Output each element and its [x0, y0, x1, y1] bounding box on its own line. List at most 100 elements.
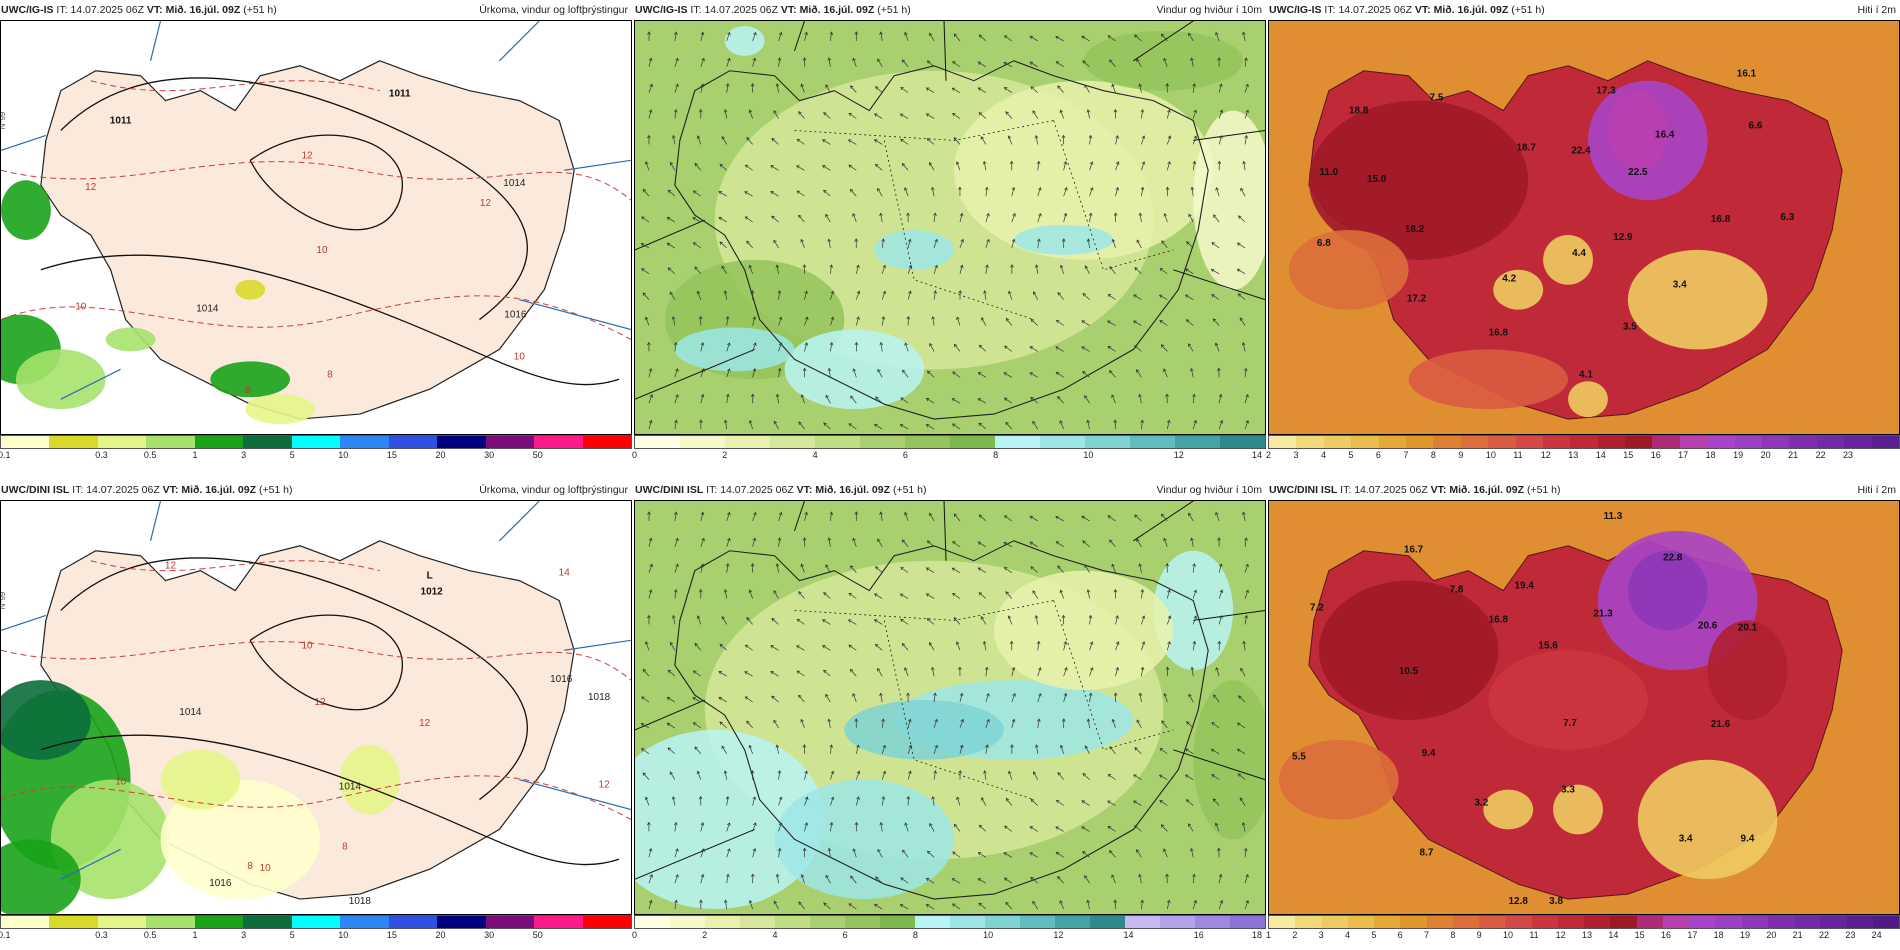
wind-arrow: [1008, 615, 1013, 625]
scale-tick-label: 8: [993, 450, 999, 460]
scale-tick-label: 18: [1705, 450, 1716, 460]
wind-arrow: [874, 619, 883, 625]
wind-arrow: [752, 848, 756, 858]
wind-arrow: [1011, 719, 1015, 728]
wind-arrow: [1133, 294, 1142, 300]
wind-arrow: [874, 423, 883, 430]
wind-speed-area: [724, 25, 765, 56]
color-scale-swatch: [1452, 916, 1479, 928]
wind-arrow: [1037, 238, 1040, 248]
wind-arrow: [674, 511, 677, 521]
temperature-area: [1483, 789, 1534, 830]
wind-arrow: [801, 874, 805, 884]
color-scale-swatch: [1597, 436, 1626, 448]
wind-arrow: [798, 901, 805, 910]
wind-arrow: [726, 822, 730, 832]
color-scale-swatch: [810, 916, 845, 928]
latitude-label: N°99: [1, 111, 7, 129]
color-scale-swatch: [775, 916, 810, 928]
wind-arrow: [1004, 567, 1013, 573]
map-value-label: 16.7: [1404, 545, 1424, 556]
wind-arrow: [1164, 693, 1168, 703]
color-scale-swatch: [670, 916, 705, 928]
wind-arrow: [1109, 850, 1116, 858]
precip-area: [15, 349, 106, 410]
wind-arrow: [1237, 242, 1246, 249]
map-value-label: 10.5: [1399, 666, 1419, 677]
wind-arrow: [667, 722, 676, 729]
map-value-label: 10: [514, 351, 526, 362]
wind-arrow: [1107, 515, 1116, 522]
wind-arrow: [1029, 852, 1038, 858]
wind-arrow: [798, 695, 805, 703]
wind-arrow: [1003, 372, 1012, 378]
wind-arrow: [1036, 744, 1039, 754]
wind-arrow: [700, 58, 705, 67]
wind-arrow: [776, 83, 779, 93]
isobar-line: [60, 77, 528, 321]
map-panel-temp: UWC/IG-IS IT: 14.07.2025 06Z VT: Mið. 16…: [1266, 0, 1900, 470]
wind-arrow: [926, 398, 935, 404]
it-value: 14.07.2025 06Z: [1338, 4, 1412, 16]
wind-arrow: [980, 616, 987, 625]
wind-speed-area: [774, 779, 954, 900]
color-scale-swatch: [705, 916, 740, 928]
wind-arrow: [1115, 641, 1119, 651]
lead-time: (+51 h): [892, 484, 927, 496]
wind-arrow: [1036, 264, 1039, 274]
wind-arrow: [1159, 294, 1168, 300]
wind-arrow: [1111, 874, 1116, 884]
wind-arrow: [648, 900, 652, 910]
map-value-label: 4.2: [1502, 274, 1516, 285]
color-scale-swatch: [1269, 436, 1297, 448]
wind-arrow: [1055, 826, 1064, 832]
wind-arrow: [830, 291, 834, 300]
wind-arrow: [830, 31, 833, 41]
wind-arrow: [693, 190, 701, 197]
wind-arrow: [746, 720, 753, 729]
wind-arrow: [1112, 239, 1116, 249]
wind-arrow: [927, 138, 935, 145]
color-scale-swatch: [1405, 436, 1434, 448]
color-scale-swatch: [291, 436, 341, 448]
scale-tick-label: 9: [1476, 930, 1482, 940]
vt-label: VT:: [1430, 484, 1447, 496]
wind-arrow: [1191, 537, 1194, 547]
wind-arrow: [1089, 667, 1093, 677]
wind-arrow: [719, 644, 727, 651]
wind-arrow: [1089, 693, 1092, 703]
map-value-label: 3.2: [1474, 798, 1488, 809]
wind-arrow: [1089, 615, 1092, 625]
wind-arrow: [1190, 848, 1194, 858]
wind-arrow: [1139, 693, 1142, 703]
wind-arrow: [778, 290, 781, 300]
wind-arrow: [1037, 667, 1041, 677]
wind-arrow: [745, 696, 753, 703]
map-value-label: 18.7: [1516, 142, 1536, 153]
wind-arrow: [1060, 265, 1064, 274]
color-scale-swatch: [635, 436, 680, 448]
wind-arrow: [801, 84, 805, 93]
color-scale-swatch: [635, 916, 670, 928]
wind-arrow: [1192, 589, 1197, 599]
wind-arrow: [1115, 161, 1119, 171]
it-value: 14.07.2025 06Z: [70, 4, 144, 16]
color-scale-swatch: [243, 916, 292, 928]
it-label: IT:: [706, 484, 718, 496]
wind-arrow: [1004, 825, 1013, 832]
wind-arrow: [926, 113, 935, 119]
wind-arrow: [1163, 538, 1168, 547]
wind-arrow: [641, 723, 650, 729]
model-name: UWC/IG-IS: [1269, 4, 1322, 16]
wind-arrow: [798, 421, 805, 430]
wind-arrow: [1084, 395, 1090, 404]
map-svg: 7.5 18.8 11.0 15.0 18.2 17.2 16.8 18.7 22.4 17.3 2…: [1269, 21, 1899, 434]
wind-arrow: [749, 745, 753, 754]
wind-arrow: [1005, 591, 1013, 599]
color-scale-swatch: [880, 916, 915, 928]
wind-arrow: [669, 771, 676, 780]
wind-arrow: [752, 342, 757, 352]
wind-arrow: [1159, 774, 1168, 780]
wind-arrow: [1004, 35, 1013, 42]
vt-label: VT:: [796, 484, 813, 496]
